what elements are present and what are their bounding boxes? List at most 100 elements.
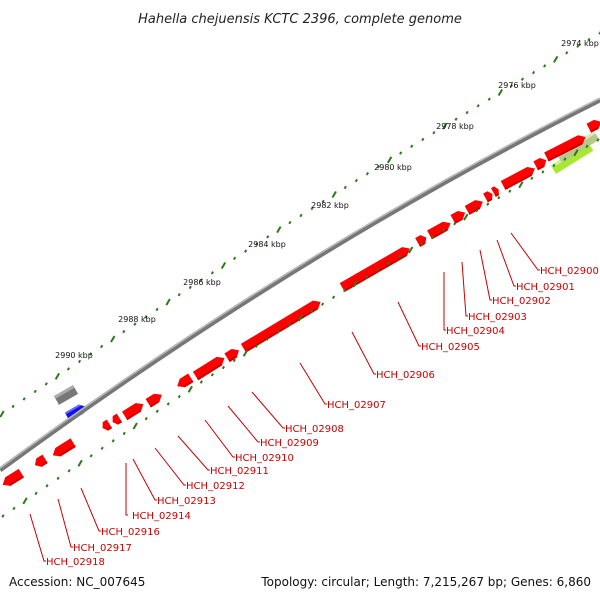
inner-tick [242,349,249,357]
gene-label: HCH_02911 [210,466,269,477]
outer-tick [565,51,569,55]
gene-label: HCH_02916 [101,527,160,538]
outer-tick [454,117,458,121]
inner-tick [276,330,281,334]
leader-line [125,463,128,516]
outer-tick [199,278,203,282]
outer-tick [509,84,513,88]
inner-tick [596,138,600,142]
gene-label: HCH_02908 [285,424,344,435]
leader-line [299,362,327,405]
outer-tick [365,171,370,176]
gene-arrow [34,454,48,467]
genome-backbone [0,97,600,473]
inner-tick [199,380,203,384]
inner-tick [132,422,138,430]
inner-tick [34,491,38,496]
outer-tick [255,242,259,246]
inner-tick [541,170,545,174]
outer-tick [276,226,282,234]
outer-tick [421,137,425,142]
inner-tick [585,144,589,149]
inner-tick [552,163,556,168]
outer-tick [354,178,358,183]
inner-tick [265,337,270,341]
gene-label: HCH_02910 [235,453,294,464]
leader-line [251,391,285,429]
inner-tick [530,176,534,181]
leader-line [57,498,73,548]
gene-label: HCH_02913 [157,496,216,507]
outer-tick [244,249,248,253]
gene-label: HCH_02914 [132,511,191,522]
outer-tick [587,37,591,42]
outer-tick [66,367,71,371]
inner-tick [187,385,193,393]
inner-tick [463,213,469,221]
leader-line [461,261,468,317]
gene-arrow [2,468,24,486]
inner-tick [331,295,336,299]
inner-tick [442,228,446,232]
outer-tick [122,329,126,334]
gene-label: HCH_02902 [492,296,551,307]
leader-line [204,419,235,458]
outer-tick [77,359,82,364]
outer-tick [343,185,347,190]
outer-tick [386,156,393,164]
outer-tick [410,144,414,148]
gene-arrow [586,119,600,133]
gene-arrow [533,158,547,171]
inner-tick [155,409,159,413]
outer-tick [155,307,159,312]
outer-tick [11,404,15,409]
inner-tick [12,506,16,511]
gene-arrow [339,247,410,292]
inner-tick [453,221,457,226]
outer-tick [465,110,469,115]
outer-tick [476,104,480,108]
leader-line [496,239,516,287]
kbp-label: 2976 kbp [498,81,536,90]
inner-tick [1,514,5,518]
outer-tick [220,262,227,270]
outer-tick [432,131,436,135]
gene-label: HCH_02907 [327,400,386,411]
outer-tick [44,382,48,386]
inner-tick [352,280,359,288]
gene-leader-lines [29,232,540,562]
kbp-label: 2974 kbp [561,39,599,48]
outer-tick [165,298,171,306]
feature-gray [53,385,79,405]
leader-line [227,405,260,443]
outer-tick [288,220,292,225]
inner-tick [89,454,93,458]
leader-line [479,249,492,301]
inner-tick [343,288,347,293]
inner-tick [297,314,304,322]
kbp-label-group: 2974 kbp 2976 kbp 2978 kbp 2980 kbp 2982… [55,39,599,360]
map-title: Hahella chejuensis KCTC 2396, complete g… [138,12,462,27]
inner-tick [518,181,524,189]
leader-line [177,435,210,471]
inner-tick [77,459,83,467]
kbp-label: 2982 kbp [311,201,349,210]
gene-label: HCH_02912 [186,481,245,492]
genome-summary-text: Topology: circular; Length: 7,215,267 bp… [260,575,591,589]
inner-tick [100,446,104,451]
gene-arrow [52,438,76,457]
outer-tick [576,44,580,48]
outer-tick [266,235,270,239]
leader-line [154,447,186,486]
inner-tick [431,235,435,239]
outer-tick [299,213,303,218]
inner-tick [67,469,71,473]
inner-tick [563,157,567,161]
gene-arrow [415,235,427,247]
kbp-label: 2980 kbp [374,163,412,172]
inner-tick [232,358,236,363]
kbp-label: 2978 kbp [436,122,474,131]
leader-line [29,513,46,562]
kbp-label: 2984 kbp [248,240,286,249]
leader-line [510,232,540,271]
